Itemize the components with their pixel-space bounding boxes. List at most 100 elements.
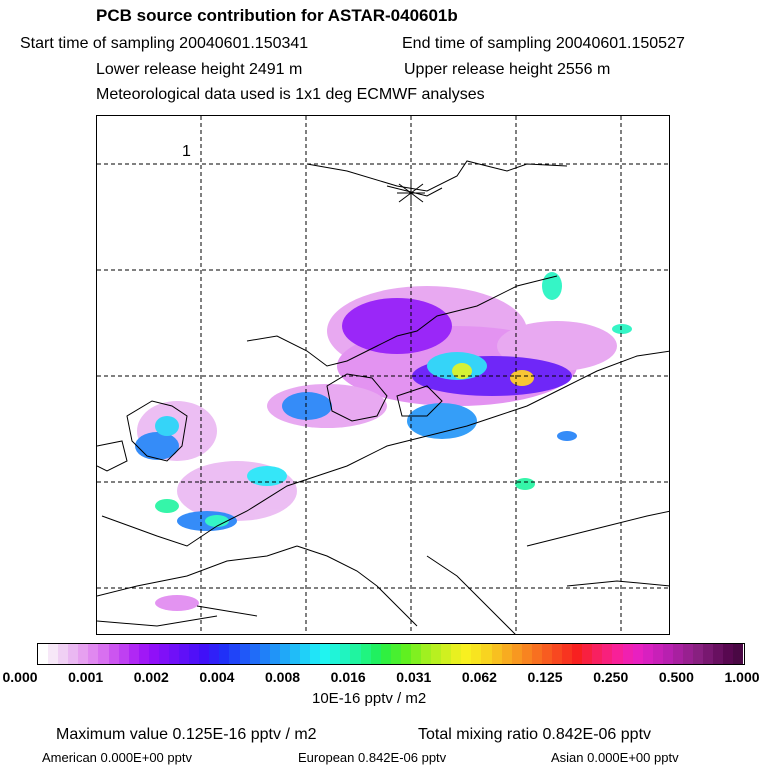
colorbar-swatch <box>58 644 69 664</box>
colorbar-swatch <box>572 644 583 664</box>
colorbar-swatch <box>723 644 734 664</box>
colorbar-swatch <box>390 644 401 664</box>
colorbar-tick-label: 0.500 <box>658 669 694 685</box>
start-time: Start time of sampling 20040601.150341 <box>20 35 309 52</box>
colorbar-swatch <box>199 644 210 664</box>
colorbar-swatch <box>511 644 522 664</box>
asian-contribution: Asian 0.000E+00 pptv <box>551 750 679 765</box>
colorbar-swatch <box>683 644 694 664</box>
colorbar-swatch <box>189 644 200 664</box>
colorbar-swatch <box>703 644 714 664</box>
colorbar-swatch <box>209 644 220 664</box>
colorbar-swatch <box>551 644 563 664</box>
end-time: End time of sampling 20040601.150527 <box>402 35 685 52</box>
colorbar-swatch <box>300 644 311 664</box>
colorbar-swatch <box>420 644 432 664</box>
european-contribution: European 0.842E-06 pptv <box>298 750 447 765</box>
colorbar-swatch <box>269 644 280 664</box>
colorbar-swatch <box>148 644 159 664</box>
colorbar-swatch <box>562 644 573 664</box>
colorbar-swatch <box>138 644 149 664</box>
colorbar-swatch <box>441 644 452 664</box>
colorbar-swatch <box>491 644 502 664</box>
colorbar-swatch <box>652 644 663 664</box>
max-value: Maximum value 0.125E-16 pptv / m2 <box>56 726 317 743</box>
colorbar-swatch <box>88 644 99 664</box>
colorbar-swatch <box>471 644 482 664</box>
colorbar-swatch <box>622 644 633 664</box>
colorbar-swatch <box>431 644 442 664</box>
colorbar-tick-label: 0.125 <box>527 669 563 685</box>
colorbar-swatch <box>320 644 331 664</box>
colorbar-swatch <box>612 644 623 664</box>
colorbar-swatch <box>229 644 240 664</box>
colorbar-swatch <box>68 644 79 664</box>
lower-release-height: Lower release height 2491 m <box>96 61 303 78</box>
colorbar-swatch <box>259 644 270 664</box>
colorbar-swatch <box>98 644 109 664</box>
colorbar-swatch <box>693 644 704 664</box>
colorbar-swatch <box>289 644 301 664</box>
colorbar-swatch <box>330 644 341 664</box>
colorbar-swatch <box>713 644 724 664</box>
colorbar-swatch <box>582 644 593 664</box>
concentration-plume <box>135 272 632 611</box>
release-point-marker <box>397 180 425 206</box>
colorbar-tick-label: 0.000 <box>2 669 38 685</box>
colorbar-swatch <box>48 644 59 664</box>
colorbar-swatch <box>632 644 643 664</box>
colorbar-swatch <box>380 644 391 664</box>
colorbar-swatch <box>169 644 180 664</box>
site-marker-label: 1 <box>182 143 191 160</box>
colorbar-swatch <box>541 644 552 664</box>
colorbar-swatch <box>118 644 129 664</box>
colorbar-tick-label: 1.000 <box>724 669 760 685</box>
total-mixing-ratio: Total mixing ratio 0.842E-06 pptv <box>418 726 652 743</box>
american-contribution: American 0.000E+00 pptv <box>42 750 192 765</box>
colorbar-swatch <box>108 644 119 664</box>
colorbar-swatch <box>279 644 290 664</box>
colorbar-swatch <box>239 644 250 664</box>
colorbar-swatch <box>592 644 603 664</box>
colorbar-swatch <box>179 644 190 664</box>
colorbar-swatch <box>370 644 381 664</box>
colorbar-swatch <box>128 644 139 664</box>
colorbar-swatch <box>360 644 371 664</box>
colorbar-swatch <box>249 644 260 664</box>
plot-title: PCB source contribution for ASTAR-040601… <box>96 6 458 25</box>
colorbar-swatch <box>501 644 512 664</box>
colorbar-swatch <box>310 644 321 664</box>
colorbar-swatch <box>158 644 170 664</box>
coastlines <box>97 160 669 634</box>
colorbar-swatch <box>219 644 230 664</box>
colorbar-tick-label: 0.001 <box>68 669 104 685</box>
colorbar-swatch <box>531 644 542 664</box>
colorbar-swatch <box>400 644 411 664</box>
colorbar-swatch <box>78 644 89 664</box>
colorbar-swatch <box>350 644 361 664</box>
met-data-note: Meteorological data used is 1x1 deg ECMW… <box>96 86 485 103</box>
colorbar-swatch <box>642 644 653 664</box>
colorbar-swatch <box>451 644 462 664</box>
colorbar-swatch <box>602 644 613 664</box>
map-canvas: 1 <box>97 116 669 634</box>
colorbar-tick-label: 0.008 <box>265 669 301 685</box>
colorbar-units: 10E-16 pptv / m2 <box>312 690 427 707</box>
colorbar-tick-label: 0.016 <box>330 669 366 685</box>
colorbar-swatch <box>521 644 532 664</box>
colorbar-swatch <box>410 644 421 664</box>
upper-release-height: Upper release height 2556 m <box>404 61 611 78</box>
colorbar-swatch <box>672 644 683 664</box>
colorbar-tick-label: 0.004 <box>199 669 235 685</box>
colorbar-swatch <box>38 644 49 664</box>
colorbar-swatch <box>481 644 492 664</box>
colorbar-tick-label: 0.062 <box>461 669 497 685</box>
colorbar-tick-label: 0.002 <box>133 669 169 685</box>
colorbar-swatch <box>340 644 351 664</box>
map-panel: 1 <box>96 115 670 635</box>
colorbar-tick-label: 0.031 <box>396 669 432 685</box>
colorbar-tick-label: 0.250 <box>593 669 629 685</box>
colorbar <box>37 643 745 665</box>
colorbar-swatch <box>662 644 673 664</box>
colorbar-swatch <box>461 644 472 664</box>
